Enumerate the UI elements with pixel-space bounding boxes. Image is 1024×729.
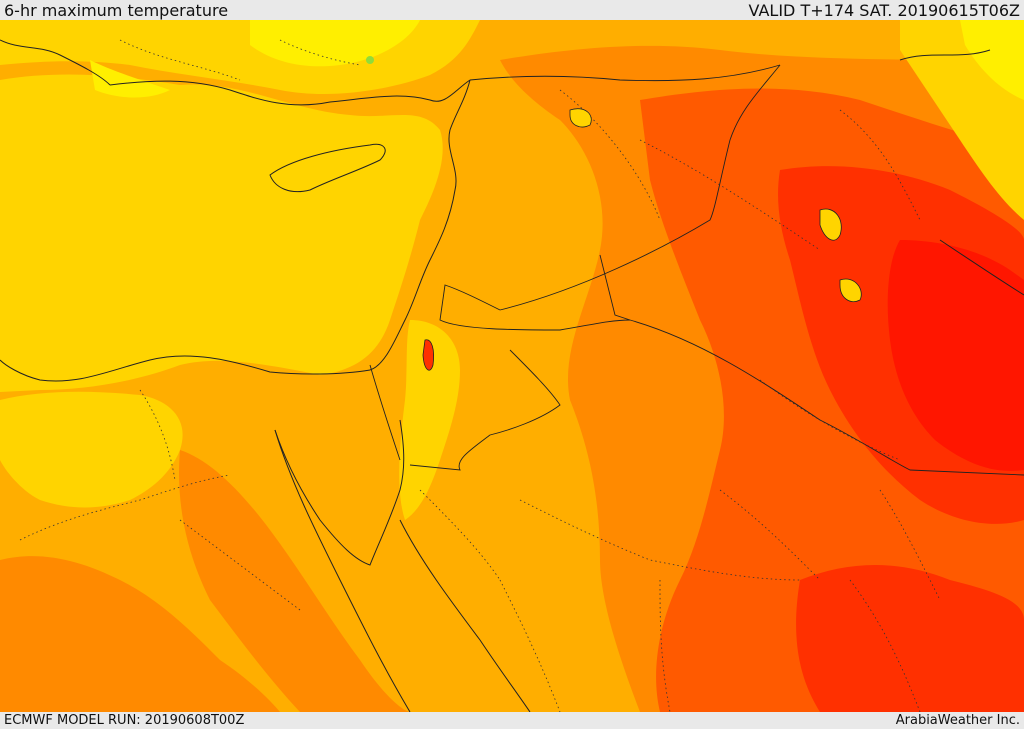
levant-coast (369, 79, 471, 371)
cyprus (269, 143, 386, 193)
saudi-jordan-border (409, 349, 561, 471)
valid-time: VALID T+174 SAT. 20190615T06Z (748, 1, 1020, 20)
egypt-light-fill (0, 391, 183, 508)
lakes (422, 108, 862, 371)
iraq-saudi-border (629, 319, 1024, 476)
egypt-israel-border (369, 364, 401, 461)
iraq-hottest-fill (887, 240, 1024, 471)
southwest-warm-fill (0, 556, 280, 712)
redsea-warm-fill (179, 450, 410, 712)
admin-boundaries (19, 39, 941, 712)
country-borders (369, 64, 1024, 476)
lake-tharthar (819, 208, 842, 241)
map-canvas (0, 20, 1024, 712)
north-lightest-fill (90, 60, 170, 98)
redsea-west-coast (274, 429, 411, 712)
caspian-coast (899, 49, 991, 61)
egypt-north-coast (0, 355, 371, 382)
map-title: 6-hr maximum temperature (4, 1, 229, 20)
footer-bar: ECMWF MODEL RUN: 20190608T00Z ArabiaWeat… (0, 712, 1024, 729)
aegean-coast (0, 39, 111, 86)
temperature-map[interactable] (0, 20, 1024, 712)
gulf-hotter-fill (796, 565, 1024, 712)
dead-sea (422, 339, 434, 371)
header-bar: 6-hr maximum temperature VALID T+174 SAT… (0, 0, 1024, 20)
credit-label: ArabiaWeather Inc. (895, 713, 1020, 728)
lake-razzaza (839, 278, 862, 302)
jordan-iraq-border (599, 254, 631, 321)
lake-assad (569, 108, 592, 128)
gulf-coast (939, 239, 1024, 296)
turkey-syria-border (469, 64, 781, 82)
northeast-lightest-fill (960, 20, 1024, 100)
jordan-border (439, 284, 631, 331)
turkey-lightest-fill (250, 20, 420, 67)
redsea-east-coast (399, 519, 531, 712)
model-run-label: ECMWF MODEL RUN: 20190608T00Z (4, 713, 245, 728)
sinai-light-fill (399, 320, 460, 520)
suez-sinai-coast (274, 419, 405, 566)
coastlines (0, 39, 1024, 712)
turkey-south-coast (109, 79, 471, 106)
med-sea-fill (0, 74, 443, 393)
syria-iraq-border (499, 64, 781, 311)
sea-patch-green (366, 56, 374, 64)
